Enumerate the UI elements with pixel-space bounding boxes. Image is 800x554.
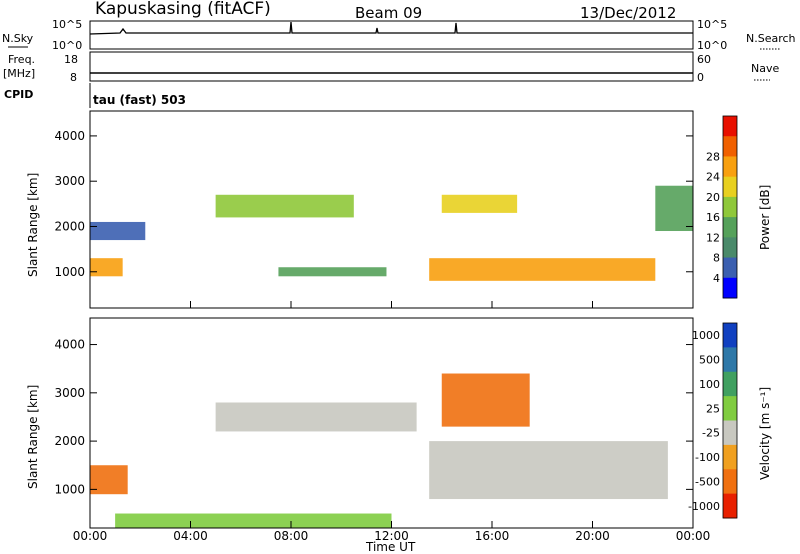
freq-tick-bottom: 8 [70, 71, 77, 84]
velocity-y-tick-label: 1000 [54, 482, 85, 496]
velocity-colorbar-tick: -1000 [688, 500, 720, 513]
power-colorbar-tick: 24 [706, 171, 720, 184]
power-scatter [90, 185, 693, 281]
power-colorbar: 4 8 12 16 20 24 28 [706, 115, 738, 299]
velocity-y-tick-label: 4000 [54, 338, 85, 352]
power-colorbar-tick: 20 [706, 191, 720, 204]
power-y-tick-label: 4000 [54, 129, 85, 143]
velocity-y-label: Slant Range [km] [26, 385, 40, 489]
velocity-feature [441, 373, 530, 427]
x-tick-label: 08:00 [274, 529, 309, 543]
velocity-colorbar-segment [723, 347, 737, 373]
nsky-tick-bottom: 10^0 [52, 39, 82, 52]
velocity-colorbar-segment [723, 420, 737, 446]
nsearch-tick-top: 10^5 [697, 18, 727, 31]
x-tick-label: 20:00 [575, 529, 610, 543]
velocity-feature [215, 402, 417, 432]
cpid-row: CPID tau (fast) 503 [4, 83, 186, 108]
power-feature [655, 185, 693, 232]
velocity-colorbar-segment [723, 371, 737, 397]
velocity-panel: 1000 2000 3000 4000 Slant Range [km] 1000 50… [26, 317, 772, 529]
nsky-tick-top: 10^5 [52, 18, 82, 31]
freq-panel: Freq. [MHz] 18 8 60 0 Nave [3, 51, 779, 84]
freq-unit: [MHz] [3, 67, 35, 80]
radar-title: Kapuskasing (fitACF) [95, 0, 271, 19]
velocity-colorbar-tick: 1000 [692, 329, 720, 342]
nsearch-tick-bottom: 10^0 [697, 39, 727, 52]
velocity-colorbar-tick: 100 [699, 378, 720, 391]
power-panel: 1000 2000 3000 4000 Slant Range [km] 4 8 12 16… [26, 110, 772, 309]
power-colorbar-segment [723, 136, 737, 157]
power-colorbar-tick: 16 [706, 211, 720, 224]
power-y-tick-label: 1000 [54, 265, 85, 279]
power-y-label: Slant Range [km] [26, 173, 40, 277]
velocity-colorbar-tick: -500 [695, 475, 720, 488]
power-colorbar-segment [723, 217, 737, 238]
x-tick-label: 00:00 [676, 529, 711, 543]
velocity-colorbar-tick: 25 [706, 402, 720, 415]
velocity-colorbar-label: Velocity [m s⁻¹] [758, 387, 772, 480]
power-feature [90, 221, 146, 241]
beam-label: Beam 09 [355, 4, 422, 22]
x-tick-label: 00:00 [73, 529, 108, 543]
power-colorbar-tick: 12 [706, 231, 720, 244]
x-tick-label: 16:00 [475, 529, 510, 543]
power-colorbar-segment [723, 237, 737, 259]
velocity-y-tick-label: 2000 [54, 434, 85, 448]
nsky-label: N.Sky [2, 32, 34, 45]
power-colorbar-segment [723, 156, 737, 178]
x-axis-label: Time UT [365, 540, 416, 554]
velocity-colorbar-segment [723, 493, 737, 519]
velocity-feature [115, 513, 392, 528]
nsky-panel: N.Sky 10^5 10^0 10^5 10^0 N.Search [2, 18, 796, 52]
power-feature [90, 258, 123, 277]
power-colorbar-label: Power [dB] [758, 185, 772, 250]
nsky-trace [89, 21, 693, 35]
velocity-colorbar-segment [723, 323, 737, 348]
velocity-colorbar-segment [723, 469, 737, 495]
freq-label: Freq. [8, 53, 35, 66]
x-tick-label: 12:00 [374, 529, 409, 543]
time-x-axis: 00:00 04:00 08:00 12:00 16:00 20:00 00:00 [73, 301, 711, 543]
power-colorbar-segment [723, 176, 737, 198]
power-y-tick-label: 3000 [54, 174, 85, 188]
velocity-colorbar-tick: -100 [695, 451, 720, 464]
velocity-colorbar-tick: -25 [702, 427, 720, 440]
power-y-ticks: 1000 2000 3000 4000 [54, 129, 693, 279]
freq-tick-top: 18 [64, 53, 78, 66]
power-feature [278, 267, 387, 277]
power-colorbar-tick: 4 [713, 272, 720, 285]
power-feature [215, 194, 354, 218]
power-colorbar-segment [723, 196, 737, 218]
x-tick-label: 04:00 [173, 529, 208, 543]
velocity-colorbar-segment [723, 396, 737, 421]
velocity-colorbar: 1000 500 100 25 -25 -100 -500 -1000 [688, 322, 738, 519]
power-colorbar-tick: 8 [713, 252, 720, 265]
power-colorbar-tick: 28 [706, 150, 720, 163]
velocity-y-tick-label: 3000 [54, 386, 85, 400]
velocity-scatter [90, 373, 668, 528]
velocity-feature [429, 441, 668, 500]
velocity-colorbar-tick: 500 [699, 354, 720, 367]
date-label: 13/Dec/2012 [580, 4, 676, 22]
nsearch-label: N.Search [746, 32, 796, 45]
power-y-tick-label: 2000 [54, 219, 85, 233]
power-colorbar-segment [723, 277, 737, 299]
nave-tick-top: 60 [697, 53, 711, 66]
nave-label: Nave [751, 62, 779, 75]
power-feature [441, 194, 518, 213]
velocity-y-ticks: 1000 2000 3000 4000 [54, 338, 693, 496]
cpid-label: CPID [4, 88, 33, 101]
power-feature [429, 258, 656, 281]
power-colorbar-segment [723, 257, 737, 279]
nave-tick-bottom: 0 [697, 71, 704, 84]
velocity-colorbar-segment [723, 444, 737, 470]
power-colorbar-segment [723, 116, 737, 137]
cpid-mode: tau (fast) 503 [93, 93, 186, 107]
